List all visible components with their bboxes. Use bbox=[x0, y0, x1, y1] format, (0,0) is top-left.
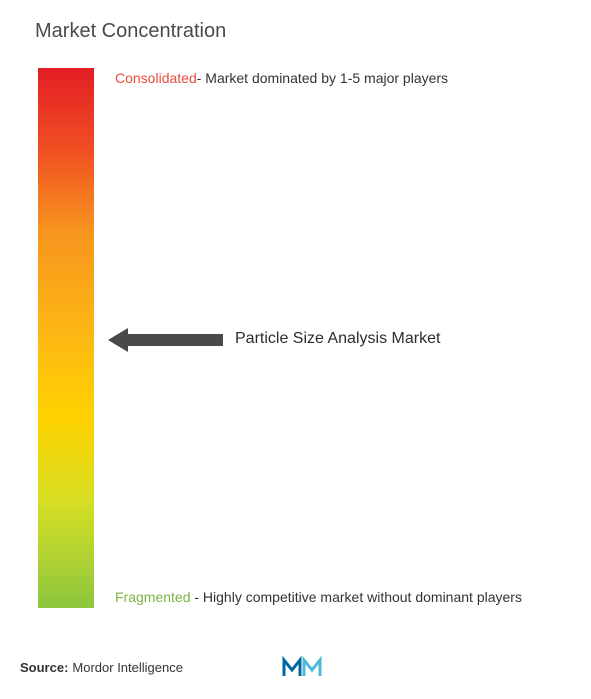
consolidated-description: - Market dominated by 1-5 major players bbox=[197, 70, 448, 86]
source-label: Source: bbox=[20, 660, 68, 675]
fragmented-label: Fragmented - Highly competitive market w… bbox=[115, 586, 522, 608]
fragmented-keyword: Fragmented bbox=[115, 589, 190, 605]
consolidated-label: Consolidated- Market dominated by 1-5 ma… bbox=[115, 70, 448, 86]
arrow-icon bbox=[108, 326, 223, 354]
market-position-label: Particle Size Analysis Market bbox=[235, 330, 440, 348]
chart-content: Consolidated- Market dominated by 1-5 ma… bbox=[20, 68, 571, 628]
marker-arrow bbox=[108, 326, 223, 359]
mordor-logo-icon bbox=[282, 654, 324, 681]
source-name: Mordor Intelligence bbox=[72, 660, 183, 675]
chart-title: Market Concentration bbox=[35, 20, 571, 43]
fragmented-description: - Highly competitive market without domi… bbox=[194, 589, 522, 605]
concentration-gradient-bar bbox=[38, 68, 94, 608]
chart-footer: Source: Mordor Intelligence bbox=[20, 654, 324, 681]
consolidated-keyword: Consolidated bbox=[115, 70, 197, 86]
